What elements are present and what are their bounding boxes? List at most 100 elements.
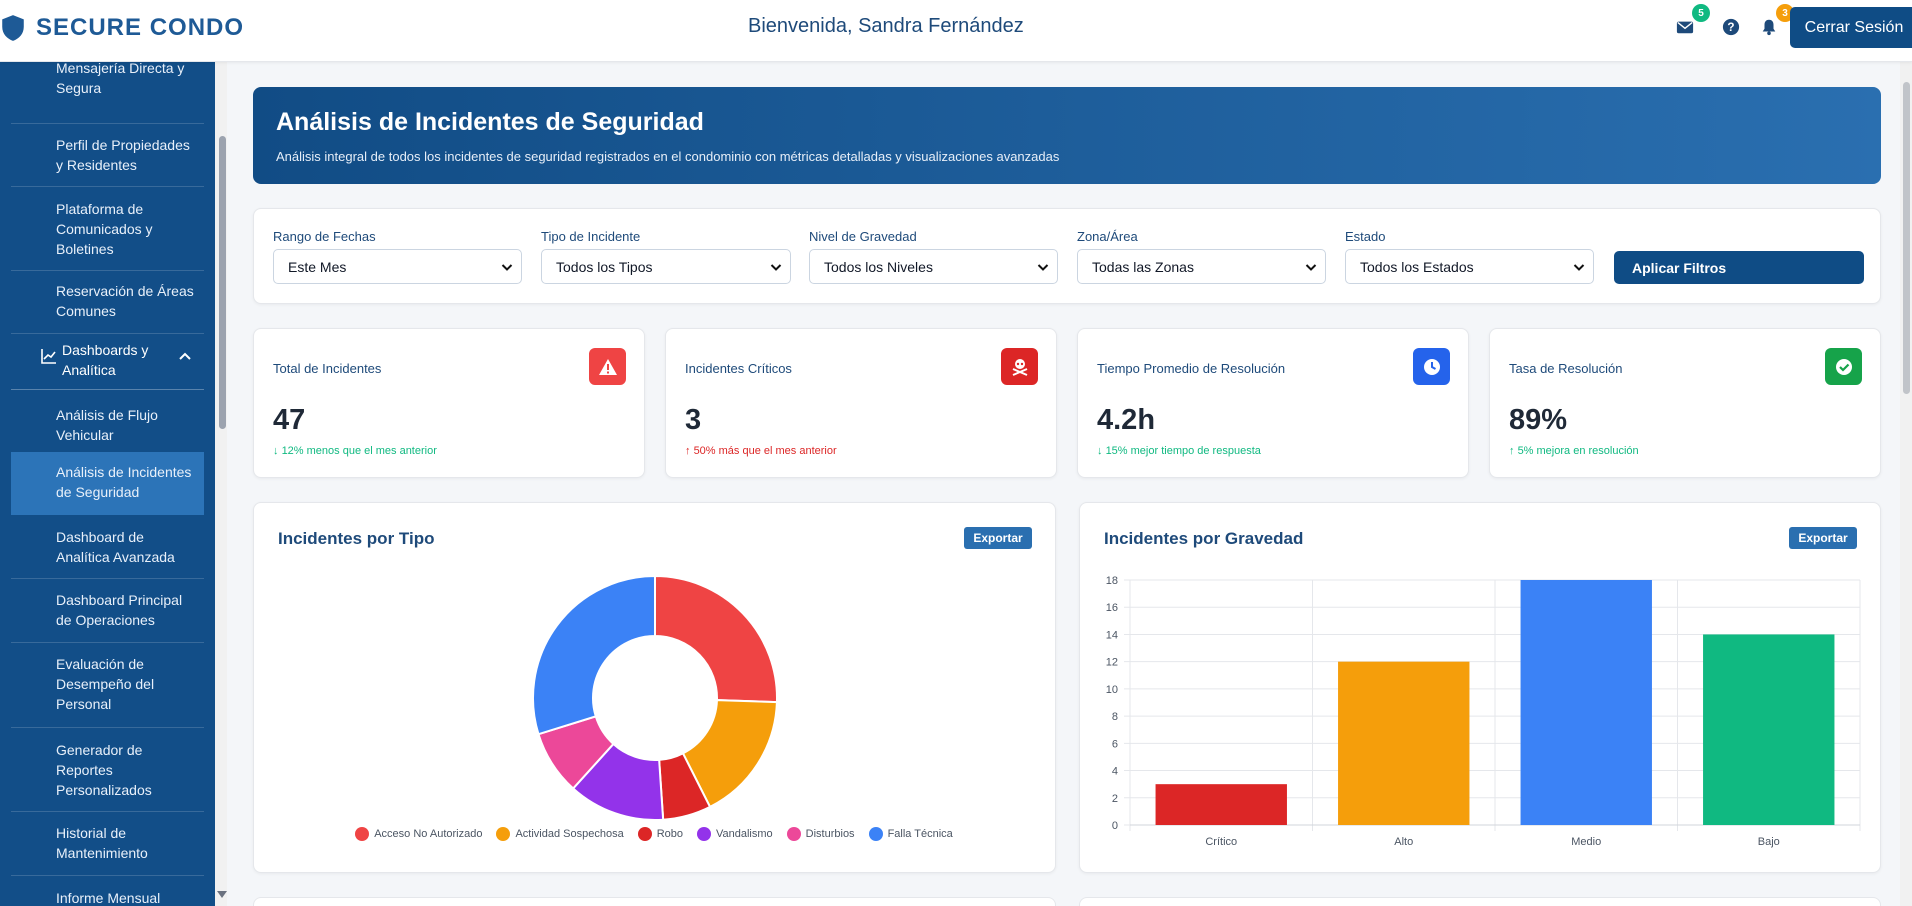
sidebar-item-comunicados[interactable]: Plataforma de Comunicados y Boletines: [11, 187, 204, 271]
skull-crossbones-icon: [1001, 348, 1038, 385]
donut-slice[interactable]: [654, 574, 778, 704]
bar[interactable]: [1155, 784, 1287, 825]
legend-label: Robo: [656, 828, 683, 840]
notifications-button[interactable]: 3: [1758, 4, 1794, 38]
date-range-value: Este Mes: [288, 258, 347, 275]
chart-legend: Acceso No Autorizado Actividad Sospechosa…: [254, 827, 1054, 841]
sidebar-section-dashboards[interactable]: Dashboards y Analítica: [11, 334, 204, 390]
filter-label-status: Estado: [1345, 229, 1386, 244]
kpi-value: 3: [685, 404, 702, 436]
kpi-card-tasa: Tasa de Resolución 89% ↑ 5% mejora en re…: [1489, 328, 1881, 478]
y-tick-label: 8: [1112, 711, 1118, 723]
chevron-down-icon: [1305, 264, 1317, 271]
brand-logo[interactable]: SECURE CONDO: [0, 13, 244, 43]
legend-swatch: [355, 827, 370, 841]
chart-card-gravedad: Incidentes por Gravedad Exportar 0 2 4 6 8 10…: [1079, 502, 1881, 873]
messages-badge: 5: [1692, 4, 1710, 22]
bar[interactable]: [1703, 634, 1835, 825]
sidebar-item-incidentes-seguridad[interactable]: Análisis de Incidentes de Seguridad: [11, 452, 204, 515]
legend-item[interactable]: Falla Técnica: [868, 827, 953, 841]
legend-swatch: [496, 827, 511, 841]
page-title: Análisis de Incidentes de Seguridad: [276, 108, 704, 136]
bar[interactable]: [1520, 580, 1652, 825]
sidebar-item-historial-mantenimiento[interactable]: Historial de Mantenimiento: [11, 812, 204, 876]
help-button[interactable]: ?: [1720, 16, 1742, 38]
kpi-trend-text: 12% menos que el mes anterior: [281, 445, 437, 457]
warning-icon: [589, 348, 626, 385]
sidebar-item-label: Plataforma de Comunicados y Boletines: [56, 201, 153, 257]
welcome-message: Bienvenida, Sandra Fernández: [748, 15, 1024, 37]
top-header: SECURE CONDO Bienvenida, Sandra Fernánde…: [0, 0, 1912, 62]
filter-label-zone: Zona/Área: [1077, 229, 1138, 244]
legend-item[interactable]: Acceso No Autorizado: [355, 827, 482, 841]
legend-label: Actividad Sospechosa: [515, 828, 624, 840]
logout-button[interactable]: Cerrar Sesión: [1790, 7, 1912, 48]
legend-item[interactable]: Actividad Sospechosa: [496, 827, 624, 841]
legend-item[interactable]: Robo: [637, 827, 683, 841]
date-range-select[interactable]: Este Mes: [273, 249, 522, 284]
filter-label-type: Tipo de Incidente: [541, 229, 641, 244]
kpi-trend: ↑ 5% mejora en resolución: [1509, 445, 1639, 457]
arrow-up-icon: ↑: [1509, 445, 1518, 457]
sidebar-item-label: Evaluación de Desempeño del Personal: [56, 656, 155, 712]
chevron-down-icon: [1037, 264, 1049, 271]
sidebar-item-label: Análisis de Flujo Vehicular: [56, 407, 158, 443]
chevron-up-icon[interactable]: [178, 351, 192, 361]
y-tick-label: 6: [1112, 738, 1118, 750]
sidebar-item-label: Análisis de Incidentes de Seguridad: [56, 464, 192, 500]
sidebar-item-perfil-propiedades[interactable]: Perfil de Propiedades y Residentes: [11, 124, 204, 187]
sidebar-item-analitica-avanzada[interactable]: Dashboard de Analítica Avanzada: [11, 515, 204, 579]
donut-slice[interactable]: [532, 574, 656, 736]
kpi-trend: ↓ 15% mejor tiempo de respuesta: [1097, 445, 1261, 457]
kpi-card-tiempo: Tiempo Promedio de Resolución 4.2h ↓ 15%…: [1077, 328, 1469, 478]
svg-text:?: ?: [1727, 21, 1734, 34]
sidebar-item-desempeno-personal[interactable]: Evaluación de Desempeño del Personal: [11, 643, 204, 728]
y-tick-label: 4: [1112, 766, 1118, 778]
zone-value: Todas las Zonas: [1092, 258, 1194, 275]
legend-label: Disturbios: [805, 828, 855, 840]
severity-value: Todos los Niveles: [824, 258, 933, 275]
sidebar-scrollbar-thumb[interactable]: [219, 136, 226, 429]
incident-type-value: Todos los Tipos: [556, 258, 653, 275]
sidebar-item-informe-mensual[interactable]: Informe Mensual: [11, 876, 204, 906]
legend-swatch: [637, 827, 652, 841]
sidebar-item-flujo-vehicular[interactable]: Análisis de Flujo Vehicular: [11, 395, 204, 458]
x-tick-label: Medio: [1571, 836, 1601, 848]
messages-button[interactable]: 5: [1674, 4, 1710, 38]
sidebar-item-generador-reportes[interactable]: Generador de Reportes Personalizados: [11, 728, 204, 812]
legend-label: Vandalismo: [715, 828, 773, 840]
page-subtitle: Análisis integral de todos los incidente…: [276, 149, 1060, 164]
sidebar-scroll-down-arrow[interactable]: [217, 891, 227, 898]
filter-label-severity: Nivel de Gravedad: [809, 229, 917, 244]
next-card: [253, 897, 1056, 906]
kpi-title: Incidentes Críticos: [685, 361, 792, 376]
arrow-down-icon: ↓: [273, 445, 282, 457]
brand-name: SECURE CONDO: [36, 14, 245, 41]
severity-select[interactable]: Todos los Niveles: [809, 249, 1058, 284]
x-tick-label: Alto: [1394, 836, 1413, 848]
status-value: Todos los Estados: [1360, 258, 1474, 275]
check-circle-icon: [1825, 348, 1862, 385]
sidebar-item-label: Informe Mensual: [56, 890, 161, 906]
kpi-title: Total de Incidentes: [273, 361, 382, 376]
x-tick-label: Crítico: [1205, 836, 1237, 848]
donut-chart: [532, 574, 778, 821]
legend-item[interactable]: Vandalismo: [696, 827, 773, 841]
main-scrollbar-thumb[interactable]: [1903, 82, 1910, 394]
incident-type-select[interactable]: Todos los Tipos: [541, 249, 791, 284]
y-tick-label: 16: [1106, 602, 1118, 614]
y-tick-label: 14: [1106, 629, 1118, 641]
bar[interactable]: [1338, 661, 1470, 825]
export-button[interactable]: Exportar: [1789, 527, 1857, 549]
status-select[interactable]: Todos los Estados: [1345, 249, 1594, 284]
sidebar-item-mensajeria[interactable]: Mensajería Directa y Segura: [11, 62, 204, 124]
sidebar-item-reservacion[interactable]: Reservación de Áreas Comunes: [11, 271, 204, 334]
apply-filters-button[interactable]: Aplicar Filtros: [1614, 251, 1864, 284]
sidebar-item-dashboard-principal[interactable]: Dashboard Principal de Operaciones: [11, 579, 204, 643]
legend-swatch: [868, 827, 883, 841]
zone-select[interactable]: Todas las Zonas: [1077, 249, 1326, 284]
x-tick-label: Bajo: [1758, 836, 1780, 848]
legend-item[interactable]: Disturbios: [786, 827, 855, 841]
y-tick-label: 2: [1112, 793, 1118, 805]
export-button[interactable]: Exportar: [964, 527, 1032, 549]
